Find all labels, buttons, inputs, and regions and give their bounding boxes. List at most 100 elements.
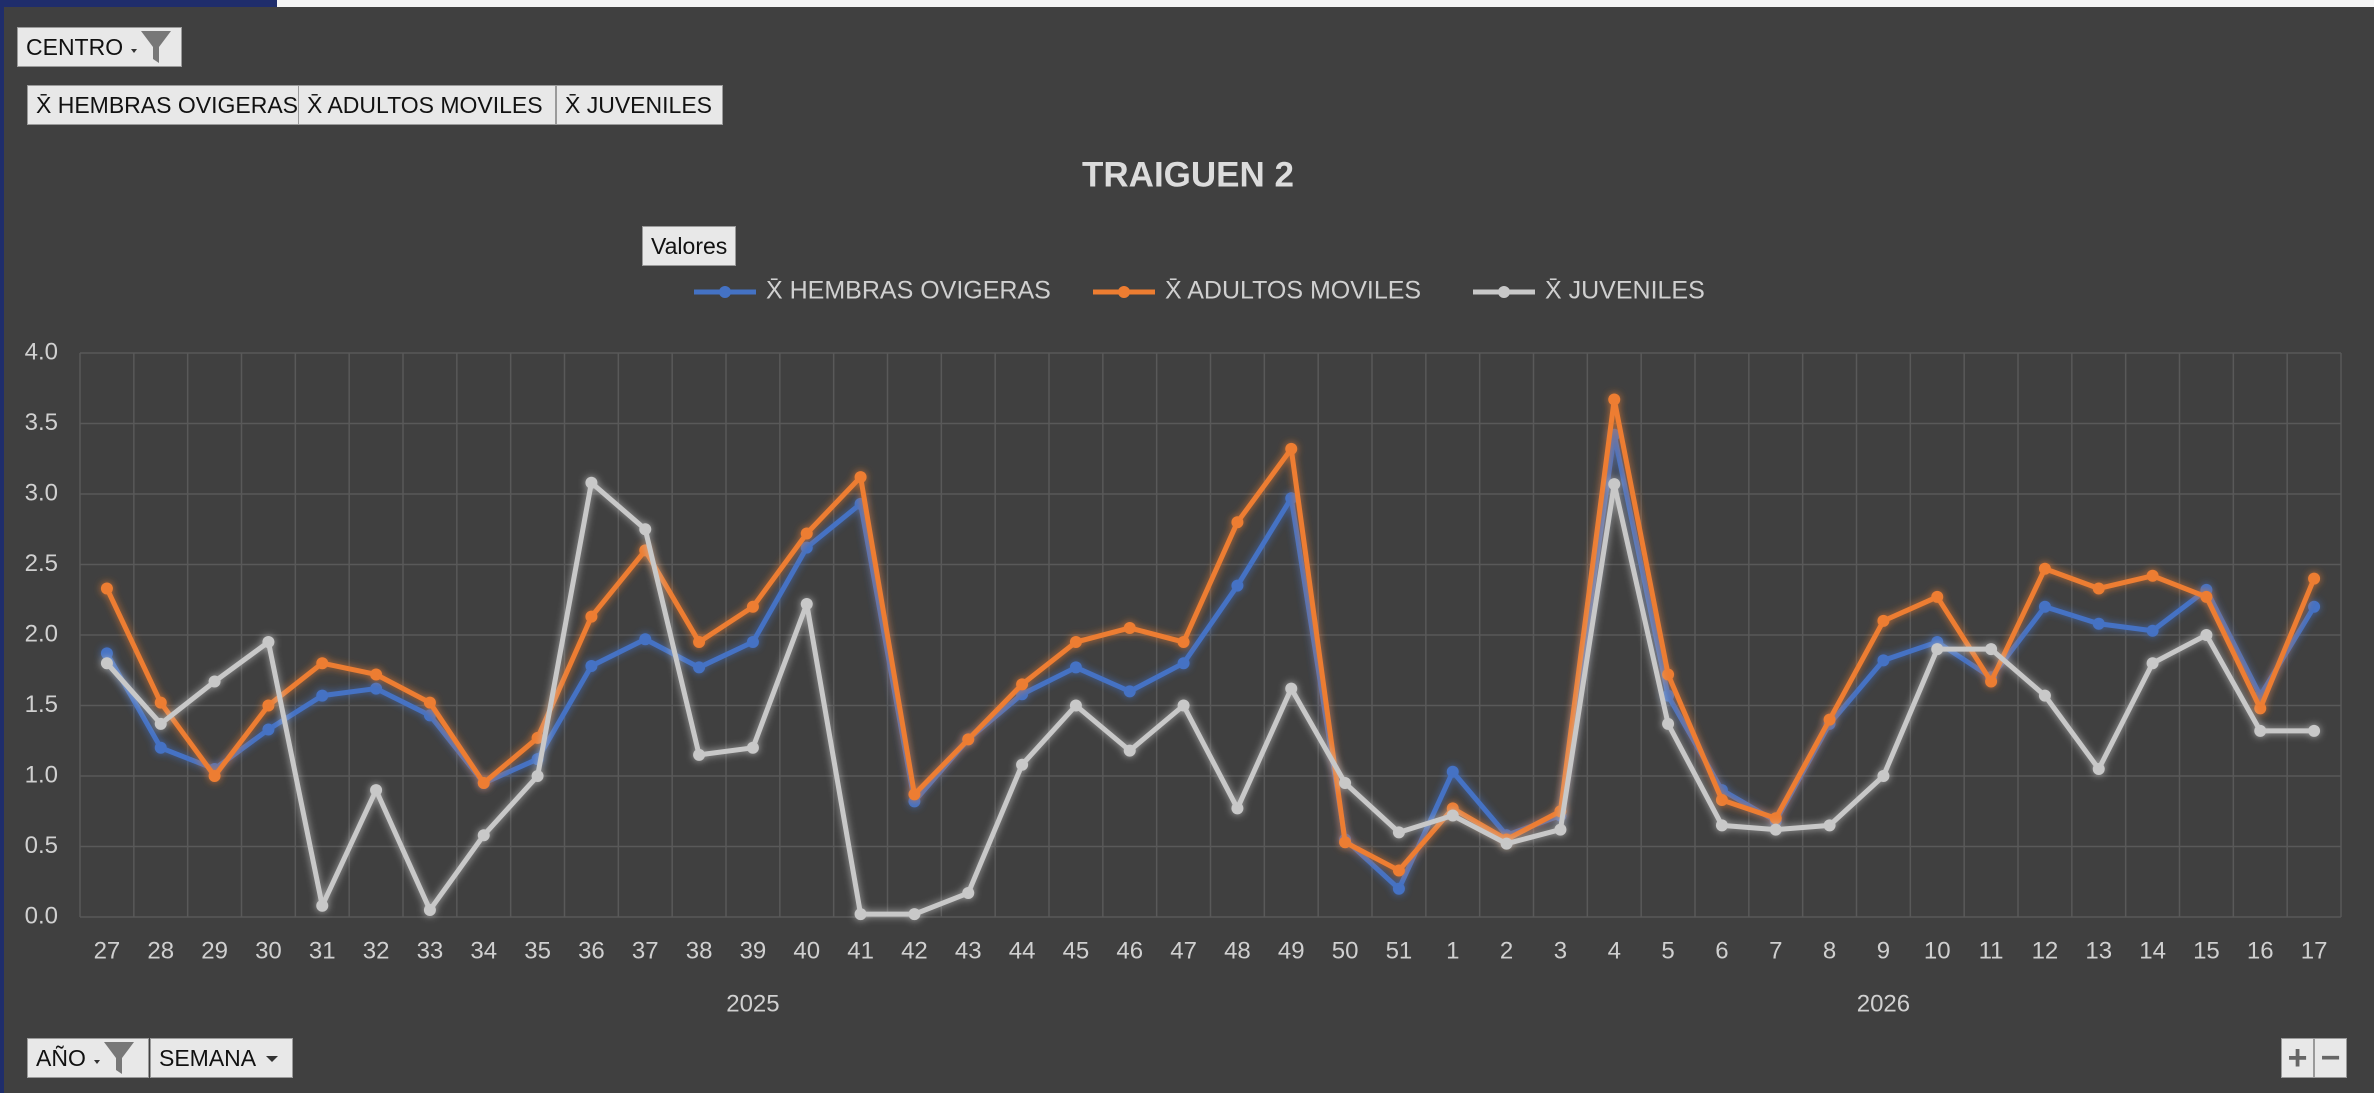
point-marker xyxy=(2038,562,2051,575)
x-tick-label: 30 xyxy=(255,937,282,964)
top-border xyxy=(0,0,2374,7)
point-marker xyxy=(1446,809,1459,822)
x-tick-label: 36 xyxy=(578,937,605,964)
point-marker xyxy=(1877,770,1890,782)
x-tick-label: 3 xyxy=(1554,937,1567,964)
x-tick-label: 33 xyxy=(417,937,444,964)
x-tick-label: 42 xyxy=(901,937,928,964)
x-tick-label: 5 xyxy=(1661,937,1674,964)
point-marker xyxy=(1069,636,1082,649)
point-marker xyxy=(154,717,167,730)
point-marker xyxy=(262,636,275,649)
point-marker xyxy=(2146,569,2159,582)
point-marker xyxy=(1177,636,1190,649)
point-marker xyxy=(962,887,975,900)
point-marker xyxy=(1554,823,1567,836)
point-marker xyxy=(693,748,706,761)
values-button[interactable]: Valores xyxy=(642,226,737,266)
field-label: X̄ JUVENILES xyxy=(565,91,712,118)
x-tick-label: 34 xyxy=(470,937,497,964)
point-marker xyxy=(2200,590,2213,603)
axis-field-button[interactable]: SEMANA xyxy=(150,1038,293,1078)
point-marker xyxy=(1446,765,1459,778)
point-marker xyxy=(1931,590,1944,603)
point-marker xyxy=(2146,624,2159,637)
x-tick-label: 49 xyxy=(1278,937,1305,964)
legend-marker xyxy=(1118,286,1130,298)
x-tick-label: 32 xyxy=(363,937,390,964)
point-marker xyxy=(1285,442,1298,455)
x-tick-label: 8 xyxy=(1823,937,1836,964)
point-marker xyxy=(1231,802,1244,815)
x-tick-label: 37 xyxy=(632,937,659,964)
series xyxy=(100,476,2321,921)
point-marker xyxy=(154,696,167,709)
point-marker xyxy=(316,899,329,912)
legend-label: X̄ JUVENILES xyxy=(1545,277,1705,305)
point-marker xyxy=(1123,744,1136,757)
expand-button[interactable]: + xyxy=(2281,1038,2314,1078)
point-marker xyxy=(854,471,867,484)
field-button[interactable]: X̄ JUVENILES xyxy=(556,85,723,125)
point-marker xyxy=(208,770,221,782)
y-tick-label: 2.0 xyxy=(25,620,58,647)
point-marker xyxy=(2254,724,2267,737)
x-tick-label: 10 xyxy=(1924,937,1951,964)
x-tick-label: 35 xyxy=(524,937,551,964)
point-marker xyxy=(2092,762,2105,775)
x-tick-label: 50 xyxy=(1332,937,1359,964)
legend-marker xyxy=(719,286,731,298)
values-label: Valores xyxy=(651,232,728,259)
field-button[interactable]: X̄ HEMBRAS OVIGERAS xyxy=(27,85,299,125)
axis-field-button[interactable]: AÑO xyxy=(27,1038,149,1078)
point-marker xyxy=(962,733,975,746)
point-marker xyxy=(1285,492,1298,505)
point-marker xyxy=(1985,643,1998,656)
point-marker xyxy=(316,689,329,702)
point-marker xyxy=(2038,600,2051,613)
point-marker xyxy=(800,527,813,540)
x-tick-label: 51 xyxy=(1386,937,1413,964)
point-marker xyxy=(1392,882,1405,895)
point-marker xyxy=(1931,643,1944,656)
field-label: X̄ HEMBRAS OVIGERAS xyxy=(36,91,299,118)
point-marker xyxy=(1339,836,1352,849)
x-tick-label: 38 xyxy=(686,937,713,964)
point-marker xyxy=(100,647,113,660)
point-marker xyxy=(1123,685,1136,698)
point-marker xyxy=(2146,657,2159,670)
point-marker xyxy=(100,582,113,595)
point-marker xyxy=(2200,629,2213,641)
filter-button[interactable]: CENTRO xyxy=(17,27,183,67)
field-button[interactable]: X̄ ADULTOS MOVILES xyxy=(298,85,556,125)
x-tick-label: 4 xyxy=(1608,937,1621,964)
x-group-label: 2025 xyxy=(726,990,779,1017)
point-marker xyxy=(639,633,652,646)
point-marker xyxy=(477,829,490,842)
x-tick-label: 39 xyxy=(740,937,767,964)
point-marker xyxy=(746,636,759,649)
legend-label: X̄ HEMBRAS OVIGERAS xyxy=(766,277,1051,305)
point-marker xyxy=(1231,579,1244,592)
x-tick-label: 17 xyxy=(2301,937,2328,964)
series-line xyxy=(105,480,2315,917)
point-marker xyxy=(908,788,921,801)
point-marker xyxy=(370,668,383,681)
point-marker xyxy=(800,597,813,610)
x-tick-label: 29 xyxy=(201,937,228,964)
point-marker xyxy=(1231,516,1244,529)
point-marker xyxy=(2038,689,2051,702)
collapse-button[interactable]: − xyxy=(2314,1038,2347,1078)
top-strip xyxy=(0,0,277,7)
x-tick-label: 45 xyxy=(1063,937,1090,964)
point-marker xyxy=(100,657,113,670)
y-tick-label: 2.5 xyxy=(25,550,58,577)
series-line xyxy=(104,397,2317,873)
point-marker xyxy=(423,903,436,916)
y-tick-label: 1.5 xyxy=(25,691,58,718)
point-marker xyxy=(316,657,329,670)
y-tick-label: 1.0 xyxy=(25,761,58,788)
dropdown-funnel-icon xyxy=(93,1042,134,1074)
x-tick-label: 12 xyxy=(2032,937,2059,964)
